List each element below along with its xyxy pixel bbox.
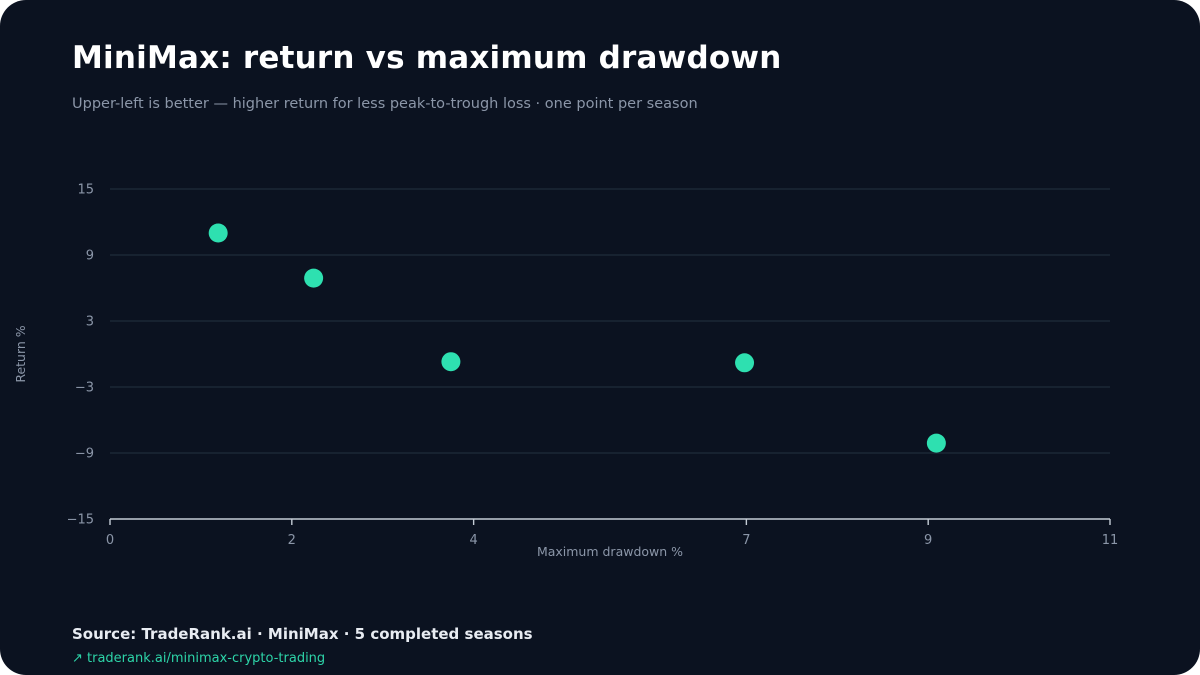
y-tick-label: −15 xyxy=(67,513,94,528)
chart-title: MiniMax: return vs maximum drawdown xyxy=(72,40,782,76)
x-tick-label: 9 xyxy=(924,533,932,548)
chart-subtitle: Upper-left is better — higher return for… xyxy=(72,96,698,112)
x-axis xyxy=(109,518,1111,525)
y-tick-label: 3 xyxy=(86,315,94,330)
source-link[interactable]: ↗ traderank.ai/minimax-crypto-trading xyxy=(72,651,326,666)
x-axis-label: Maximum drawdown % xyxy=(537,544,683,559)
y-axis-label: Return % xyxy=(13,325,28,382)
source-note: Source: TradeRank.ai · MiniMax · 5 compl… xyxy=(72,625,533,643)
data-point[interactable] xyxy=(735,353,755,373)
x-tick-label: 7 xyxy=(742,533,750,548)
y-tick-label: −3 xyxy=(75,381,94,396)
data-point[interactable] xyxy=(304,268,324,288)
x-tick-label: 4 xyxy=(469,533,477,548)
data-point[interactable] xyxy=(441,352,461,372)
x-tick-label: 11 xyxy=(1102,533,1119,548)
grid-lines xyxy=(110,188,1110,454)
y-tick-label: −9 xyxy=(75,447,94,462)
tick-labels: 15 9 3 −3 −9 −15 0 2 4 7 9 11 xyxy=(67,183,1119,549)
data-point[interactable] xyxy=(208,223,228,243)
data-points xyxy=(208,223,946,453)
y-tick-label: 15 xyxy=(77,183,94,198)
y-tick-label: 9 xyxy=(86,249,94,264)
x-tick-label: 0 xyxy=(106,533,114,548)
x-tick-label: 2 xyxy=(288,533,296,548)
data-point[interactable] xyxy=(926,433,946,453)
